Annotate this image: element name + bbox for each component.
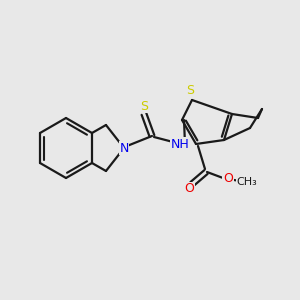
Text: S: S [186,85,194,98]
Text: S: S [140,100,148,112]
Text: CH₃: CH₃ [237,177,257,187]
Text: O: O [223,172,233,184]
Text: O: O [184,182,194,196]
Text: NH: NH [171,137,189,151]
Text: N: N [119,142,129,154]
